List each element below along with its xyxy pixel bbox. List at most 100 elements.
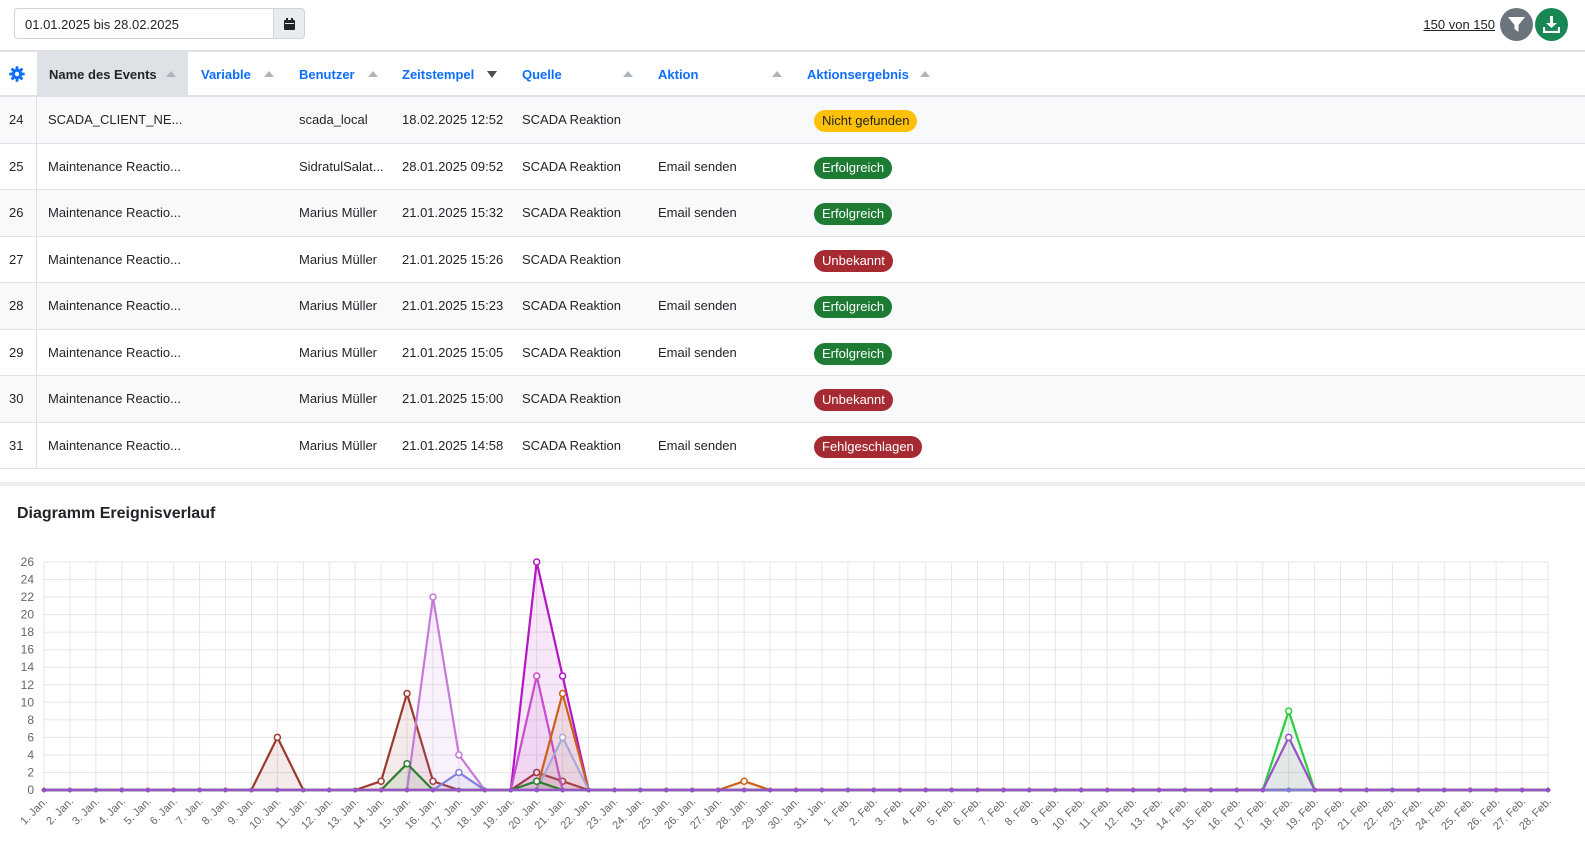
data-point	[1312, 787, 1317, 793]
source: SCADA Reaktion	[522, 251, 621, 267]
row-id: 28	[9, 298, 24, 313]
user: Marius Müller	[299, 298, 378, 313]
data-point	[897, 787, 902, 793]
data-point	[508, 787, 514, 793]
data-point	[275, 787, 280, 793]
sort-asc-icon	[772, 71, 782, 77]
data-point	[273, 733, 282, 742]
calendar-icon	[284, 18, 295, 30]
y-tick-label: 20	[21, 608, 35, 622]
event-name: Maintenance Reactio...	[48, 298, 181, 313]
series-area	[44, 763, 1548, 790]
column-header-user[interactable]: Benutzer	[287, 52, 387, 97]
data-point	[690, 787, 695, 793]
status-badge: Erfolgreich	[814, 156, 893, 179]
data-point	[429, 593, 437, 601]
action: Email senden	[658, 344, 737, 360]
column-header-label: Aktionsergebnis	[807, 67, 909, 82]
table-row[interactable]: 30 Maintenance Reactio... Marius Müller …	[0, 376, 1585, 423]
table-row[interactable]: 26 Maintenance Reactio... Marius Müller …	[0, 190, 1585, 237]
data-point	[715, 787, 721, 793]
result-count-link[interactable]: 150 von 150	[1423, 17, 1495, 32]
date-range-input[interactable]: 01.01.2025 bis 28.02.2025	[14, 8, 274, 39]
status-badge: Unbekannt	[814, 249, 893, 272]
action: Email senden	[658, 437, 737, 453]
x-tick-label: 1. Feb.	[821, 796, 854, 829]
status-badge: Fehlgeschlagen	[814, 435, 922, 458]
data-point	[1416, 787, 1421, 793]
row-id-cell	[0, 236, 37, 282]
column-header-timestamp[interactable]: Zeitstempel	[390, 52, 505, 97]
data-point	[301, 787, 306, 793]
filter-button[interactable]	[1500, 8, 1533, 41]
data-point	[326, 787, 332, 793]
y-tick-label: 6	[27, 730, 34, 744]
data-point	[871, 787, 877, 793]
table-row[interactable]: 24 SCADA_CLIENT_NE... scada_local 18.02.…	[0, 97, 1585, 144]
user: scada_local	[299, 112, 368, 127]
data-point	[819, 787, 825, 793]
series-area	[44, 597, 1548, 790]
table-row[interactable]: 28 Maintenance Reactio... Marius Müller …	[0, 283, 1585, 330]
column-header-label: Aktion	[658, 67, 699, 82]
table-row[interactable]: 31 Maintenance Reactio... Marius Müller …	[0, 422, 1585, 469]
table-row[interactable]: 25 Maintenance Reactio... SidratulSalat.…	[0, 143, 1585, 190]
data-point	[845, 787, 851, 793]
data-point	[1364, 787, 1369, 793]
data-point	[145, 787, 150, 793]
data-point	[403, 759, 411, 768]
timestamp: 18.02.2025 12:52	[402, 112, 504, 127]
x-tick-label: 2. Feb.	[847, 796, 880, 829]
data-point	[1284, 707, 1293, 715]
data-point	[612, 787, 617, 793]
data-point	[1338, 787, 1343, 793]
data-point	[455, 768, 463, 777]
column-header-variable[interactable]: Variable	[189, 52, 283, 97]
data-point	[1519, 787, 1525, 793]
data-point	[249, 787, 254, 793]
data-point	[638, 787, 643, 793]
x-tick-label: 8. Jan.	[200, 796, 232, 828]
x-tick-label: 2. Jan.	[44, 796, 76, 828]
row-id-cell	[0, 422, 37, 468]
column-header-label: Zeitstempel	[402, 67, 475, 82]
data-point	[197, 787, 202, 793]
calendar-button[interactable]	[273, 8, 305, 39]
column-header-label: Quelle	[522, 67, 562, 82]
table-row[interactable]: 27 Maintenance Reactio... Marius Müller …	[0, 236, 1585, 283]
download-button[interactable]	[1535, 8, 1568, 41]
row-id: 24	[9, 112, 24, 127]
row-id: 29	[9, 344, 24, 360]
source: SCADA Reaktion	[522, 437, 621, 453]
filter-bar: 01.01.2025 bis 28.02.2025 150 von 150	[0, 0, 1585, 50]
filter-icon	[1508, 17, 1525, 32]
data-point	[41, 787, 47, 793]
column-header-label: Benutzer	[299, 67, 355, 82]
row-id: 31	[9, 437, 24, 453]
chart-title: Diagramm Ereignisverlauf	[17, 505, 216, 522]
table-header: Name des Events Variable Benutzer Zeitst…	[0, 50, 1585, 97]
data-point	[455, 751, 463, 759]
y-tick-label: 26	[21, 555, 35, 569]
data-point	[558, 689, 567, 698]
column-header-event-name[interactable]: Name des Events	[37, 52, 188, 97]
event-name: Maintenance Reactio...	[48, 344, 181, 360]
event-name: Maintenance Reactio...	[48, 437, 181, 453]
sort-asc-icon	[920, 71, 930, 77]
x-tick-label: 6. Jan.	[148, 796, 180, 828]
column-header-action[interactable]: Aktion	[646, 52, 791, 97]
row-id-cell	[0, 376, 37, 422]
data-point	[1208, 787, 1214, 793]
column-header-action-result[interactable]: Aktionsergebnis	[795, 52, 945, 97]
data-point	[1286, 787, 1291, 793]
column-header-label: Name des Events	[49, 67, 157, 82]
column-header-source[interactable]: Quelle	[510, 52, 640, 97]
table-row[interactable]: 29 Maintenance Reactio... Marius Müller …	[0, 329, 1585, 376]
row-id-cell	[0, 283, 37, 329]
data-point	[1493, 787, 1499, 793]
data-point	[377, 777, 385, 785]
source: SCADA Reaktion	[522, 205, 621, 220]
row-id-cell	[0, 190, 37, 236]
gear-icon[interactable]	[9, 66, 25, 82]
